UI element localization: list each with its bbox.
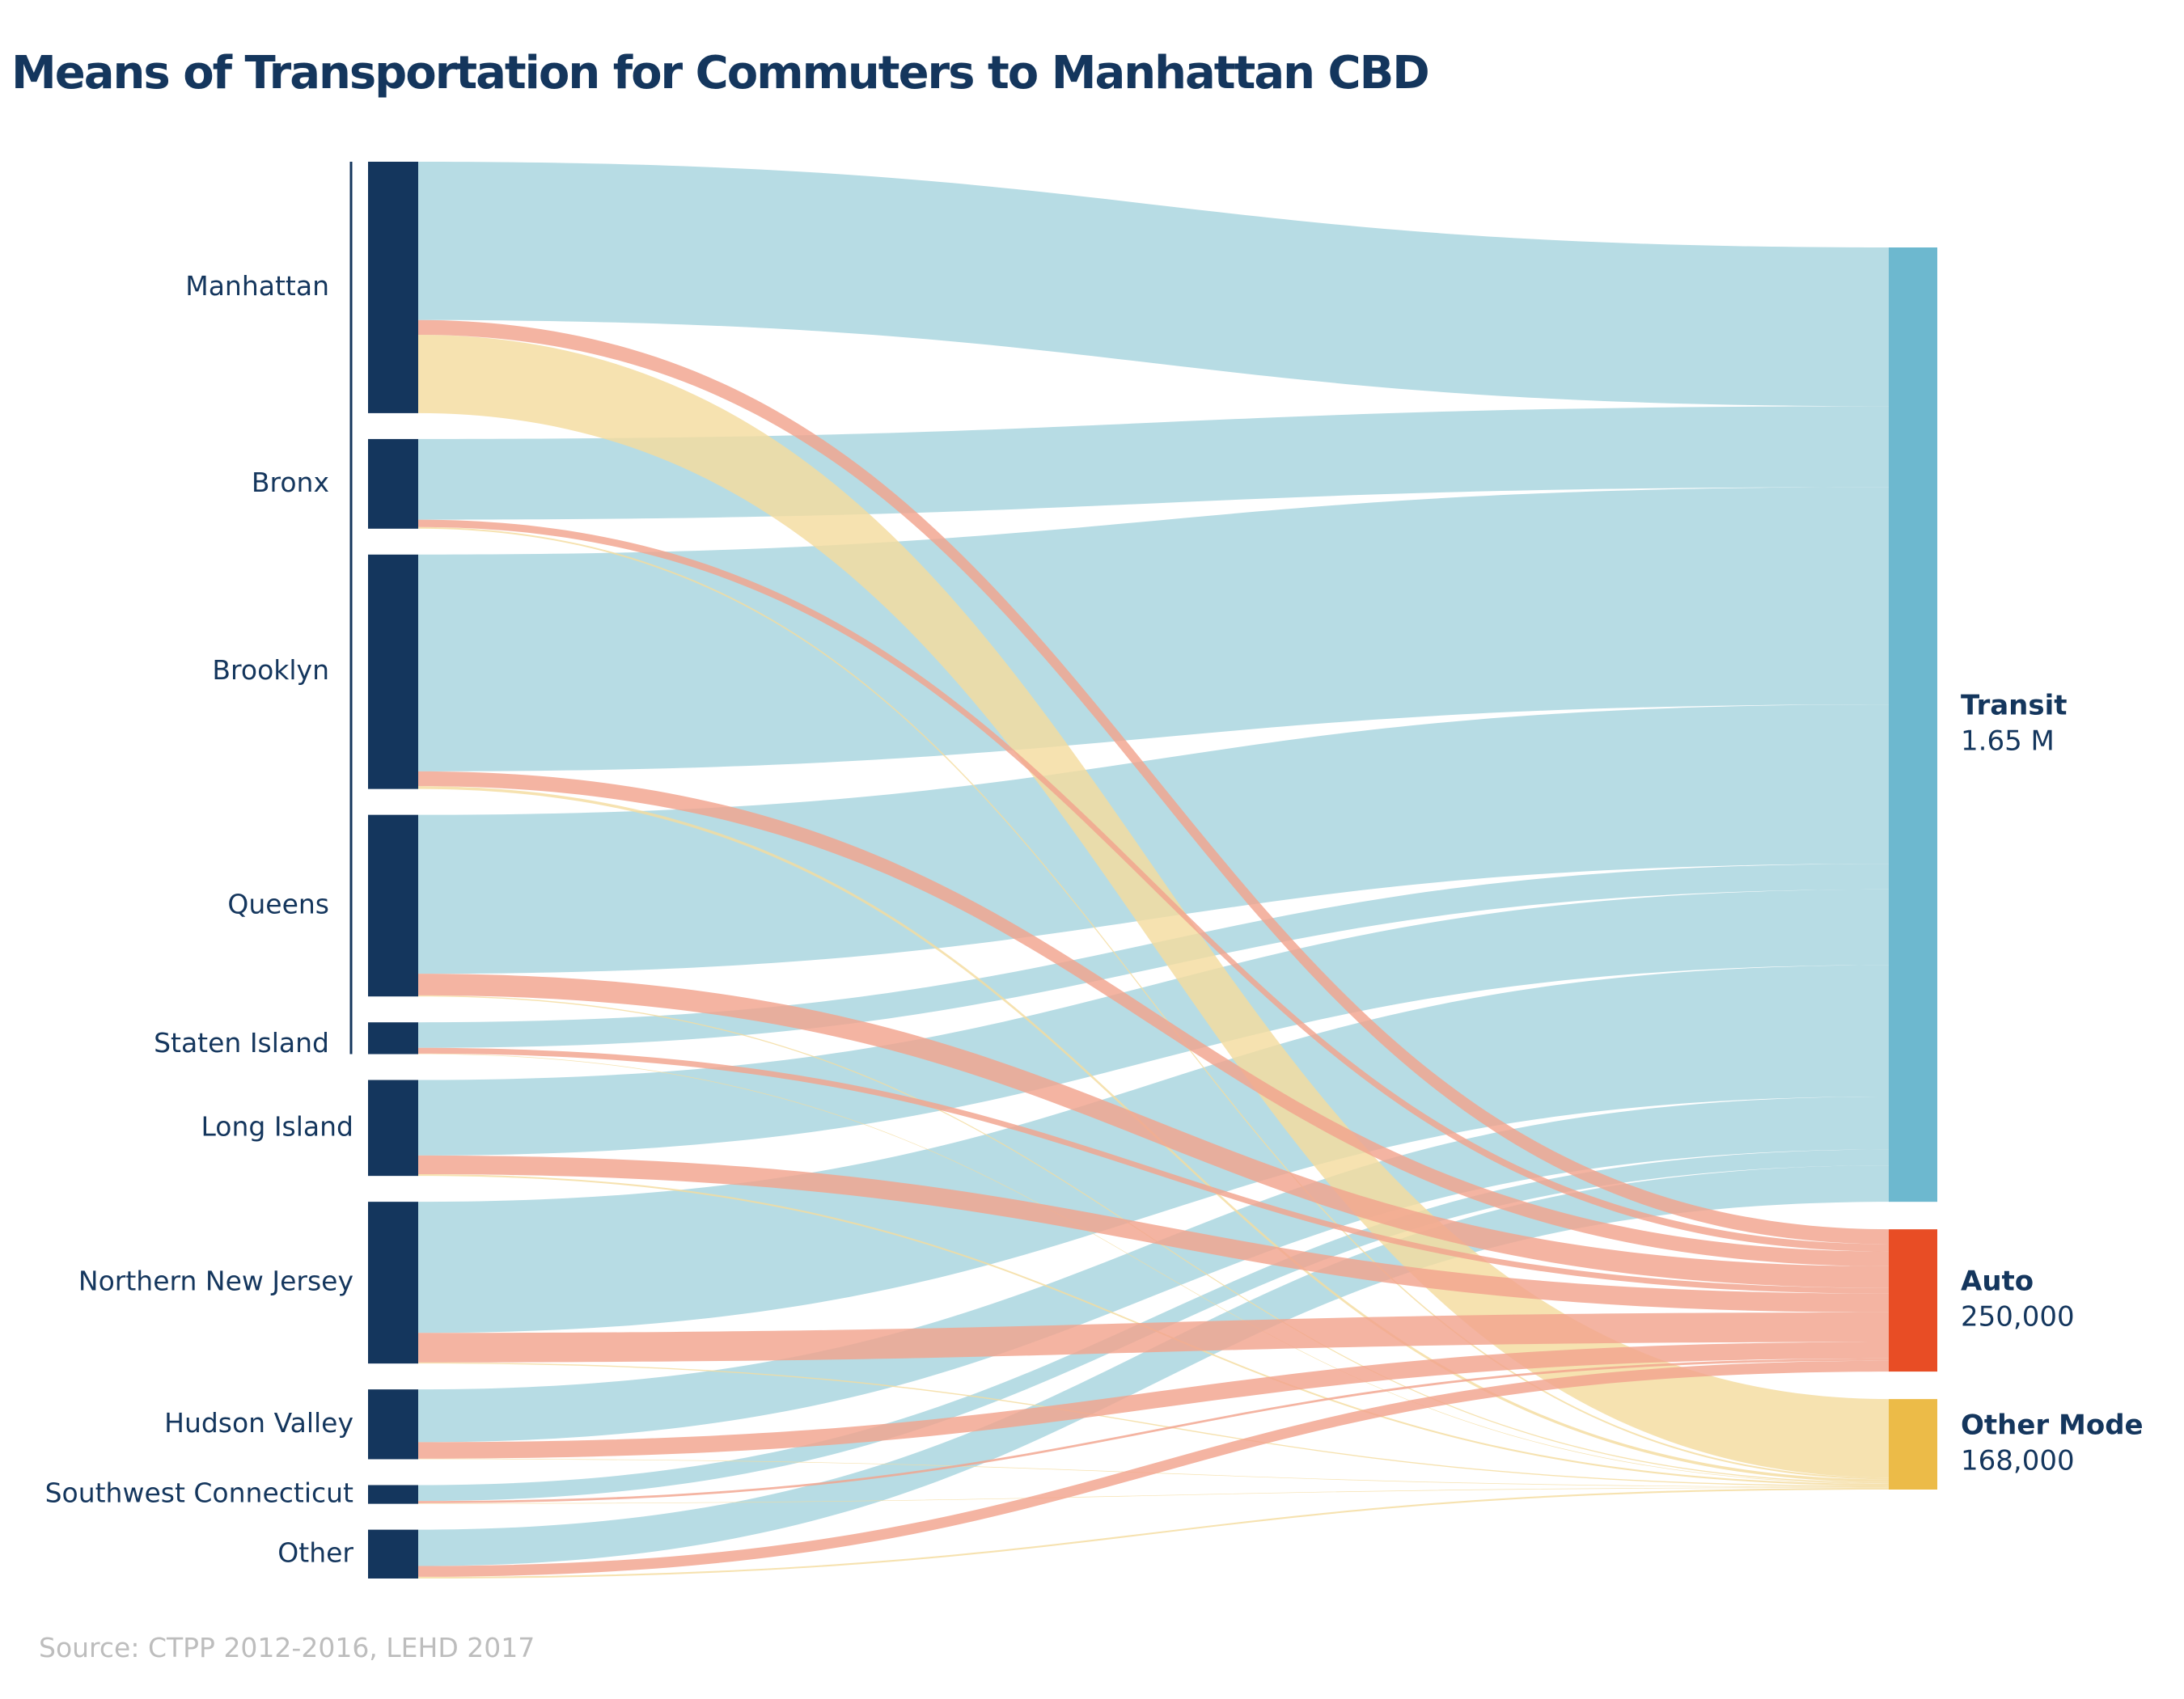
flow-southwest-connecticut-auto bbox=[418, 1358, 1889, 1503]
flow-manhattan-other bbox=[418, 335, 1889, 1478]
flow-northern-new-jersey-auto bbox=[418, 1312, 1889, 1363]
node-transit bbox=[1889, 247, 1937, 1202]
label-manhattan: Manhattan bbox=[185, 270, 329, 302]
flow-northern-new-jersey-other bbox=[418, 1362, 1889, 1487]
node-staten-island bbox=[368, 1022, 418, 1054]
flow-other-auto bbox=[418, 1360, 1889, 1577]
flow-other-transit bbox=[418, 1165, 1889, 1566]
label-other: Other bbox=[277, 1536, 353, 1568]
flow-manhattan-transit bbox=[418, 162, 1889, 407]
flow-bronx-other bbox=[418, 526, 1889, 1480]
label-other-name: Other Mode bbox=[1961, 1409, 2144, 1442]
node-hudson-valley bbox=[368, 1389, 418, 1460]
node-bronx bbox=[368, 438, 418, 529]
flow-brooklyn-transit bbox=[418, 487, 1889, 771]
node-auto bbox=[1889, 1229, 1937, 1372]
flow-queens-auto bbox=[418, 974, 1889, 1288]
label-southwest-connecticut: Southwest Connecticut bbox=[45, 1477, 353, 1509]
node-brooklyn bbox=[368, 554, 418, 789]
flow-long-island-auto bbox=[418, 1155, 1889, 1312]
label-hudson-valley: Hudson Valley bbox=[164, 1407, 353, 1439]
flow-bronx-auto bbox=[418, 519, 1889, 1252]
flow-hudson-valley-transit bbox=[418, 1096, 1889, 1443]
flows-layer bbox=[418, 162, 1889, 1579]
label-staten-island: Staten Island bbox=[154, 1027, 329, 1059]
label-auto-value: 250,000 bbox=[1961, 1301, 2075, 1333]
node-manhattan bbox=[368, 162, 418, 413]
flow-queens-transit bbox=[418, 704, 1889, 974]
flow-staten-island-transit bbox=[418, 864, 1889, 1048]
node-queens bbox=[368, 814, 418, 997]
label-brooklyn: Brooklyn bbox=[212, 654, 329, 686]
source-note: Source: CTPP 2012-2016, LEHD 2017 bbox=[39, 1632, 535, 1663]
flow-brooklyn-auto bbox=[418, 771, 1889, 1266]
label-queens: Queens bbox=[227, 888, 329, 919]
node-long-island bbox=[368, 1080, 418, 1177]
label-transit-value: 1.65 M bbox=[1961, 725, 2055, 758]
label-transit-name: Transit bbox=[1961, 690, 2068, 722]
label-auto-name: Auto bbox=[1961, 1266, 2034, 1298]
node-other bbox=[368, 1529, 418, 1579]
node-northern-new-jersey bbox=[368, 1202, 418, 1364]
flow-southwest-connecticut-other bbox=[418, 1487, 1889, 1504]
flow-northern-new-jersey-transit bbox=[418, 965, 1889, 1333]
node-other bbox=[1889, 1399, 1937, 1490]
labels-layer: Manhattan Bronx Brooklyn Queens Staten Islan… bbox=[45, 270, 2144, 1568]
label-bronx: Bronx bbox=[252, 467, 329, 498]
label-long-island: Long Island bbox=[201, 1110, 353, 1142]
node-southwest-connecticut bbox=[368, 1485, 418, 1504]
flow-other-other bbox=[418, 1487, 1889, 1579]
flow-manhattan-auto bbox=[418, 319, 1889, 1245]
chart-title: Means of Transportation for Commuters to… bbox=[11, 47, 1430, 99]
flow-staten-island-other bbox=[418, 1053, 1889, 1484]
label-northern-new-jersey: Northern New Jersey bbox=[78, 1266, 353, 1297]
flow-staten-island-auto bbox=[418, 1047, 1889, 1294]
flow-hudson-valley-auto bbox=[418, 1342, 1889, 1459]
label-other-value: 168,000 bbox=[1961, 1445, 2075, 1477]
nodes-layer bbox=[349, 162, 1937, 1579]
